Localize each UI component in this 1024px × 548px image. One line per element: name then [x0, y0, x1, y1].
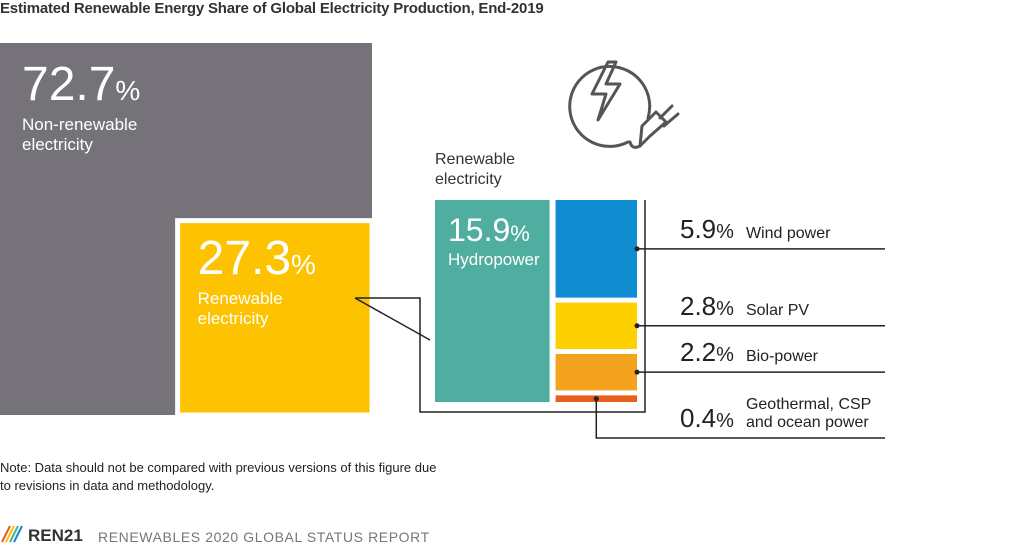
value-unit: % [716, 220, 734, 243]
breakdown-label: 0.4% Geothermal, CSP and ocean power [680, 396, 886, 432]
leader-dot [593, 396, 599, 402]
plug-icon [568, 60, 680, 149]
value-number: 2.2 [680, 337, 717, 368]
breakdown-title: Renewable electricity [435, 151, 516, 188]
brand: REN21 [28, 526, 83, 545]
chart-title: Estimated Renewable Energy Share of Glob… [0, 0, 544, 17]
category-label: Non-renewable electricity [22, 115, 138, 154]
value-label: 2.8% [680, 293, 734, 320]
value-label: 27.3% [197, 231, 338, 285]
value-number: 15.9 [448, 212, 511, 248]
value-number: 0.4 [680, 403, 717, 433]
value-label: 15.9% [448, 214, 588, 246]
value-number: 5.9 [680, 213, 717, 244]
category-label: Solar PV [745, 301, 810, 319]
value-unit: % [716, 297, 734, 320]
big-label: 15.9% Hydropower [448, 214, 588, 270]
category-label: Renewable electricity [197, 288, 283, 328]
tile [555, 353, 637, 391]
value-label: 5.9% [680, 216, 734, 243]
value-unit: % [291, 248, 316, 280]
category-label: Wind power [745, 224, 831, 242]
category-label: Geothermal, CSP and ocean power [745, 396, 872, 431]
tile [175, 218, 375, 418]
leader-dot [634, 369, 640, 375]
leader-dot [634, 246, 640, 252]
tile [555, 302, 637, 349]
tile [435, 200, 550, 402]
value-unit: % [510, 221, 530, 246]
category-label: Bio-power [745, 348, 818, 366]
value-label: 2.2% [680, 339, 734, 366]
big-label: 27.3% Renewable electricity [197, 231, 338, 329]
ren21-logo [1, 525, 23, 543]
report-name: RENEWABLES 2020 GLOBAL STATUS REPORT [98, 529, 430, 545]
category-label: Hydropower [448, 250, 540, 269]
value-label: 72.7% [22, 61, 162, 109]
value-number: 2.8 [680, 290, 717, 321]
value-number: 27.3 [197, 231, 292, 285]
callout [354, 200, 646, 413]
breakdown-label: 2.8% Solar PV [680, 293, 886, 320]
leader-dot [634, 323, 640, 329]
value-number: 72.7 [22, 58, 116, 111]
value-unit: % [716, 344, 734, 367]
value-label: 0.4% [680, 405, 734, 432]
big-label: 72.7% Non-renewable electricity [22, 61, 162, 155]
value-unit: % [716, 410, 734, 432]
breakdown-label: 2.2% Bio-power [680, 339, 886, 366]
value-unit: % [115, 75, 141, 106]
breakdown-label: 5.9% Wind power [680, 216, 886, 243]
tile [555, 200, 637, 298]
note: Note: Data should not be compared with p… [0, 460, 437, 493]
